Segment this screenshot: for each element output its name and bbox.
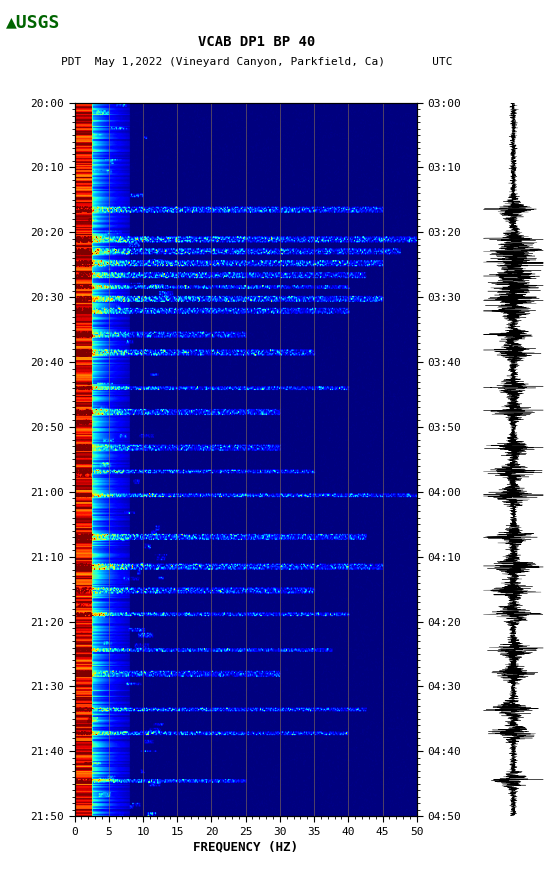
- X-axis label: FREQUENCY (HZ): FREQUENCY (HZ): [193, 841, 298, 854]
- Text: ▲USGS: ▲USGS: [6, 13, 60, 31]
- Text: VCAB DP1 BP 40: VCAB DP1 BP 40: [198, 35, 315, 49]
- Text: PDT  May 1,2022 (Vineyard Canyon, Parkfield, Ca)       UTC: PDT May 1,2022 (Vineyard Canyon, Parkfie…: [61, 57, 453, 67]
